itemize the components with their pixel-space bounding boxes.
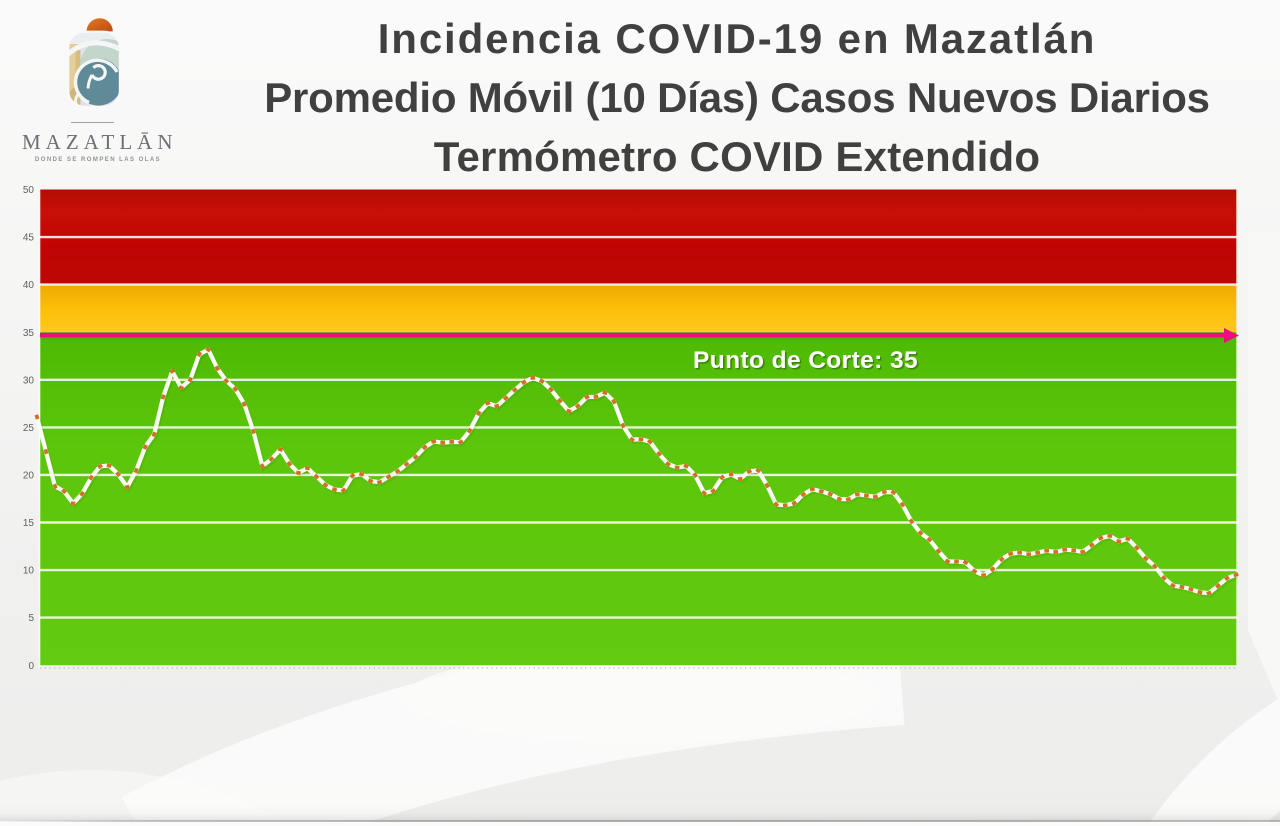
svg-text:15: 15 (23, 518, 35, 529)
svg-text:50: 50 (23, 185, 35, 196)
svg-text:25: 25 (23, 423, 35, 434)
svg-text:10: 10 (23, 566, 35, 577)
svg-text:35: 35 (23, 328, 35, 339)
svg-text:40: 40 (23, 280, 35, 291)
svg-text:Punto de Corte: 35: Punto de Corte: 35 (693, 347, 918, 374)
svg-text:30: 30 (23, 375, 35, 386)
svg-text:5: 5 (28, 613, 34, 624)
svg-text:45: 45 (23, 233, 35, 244)
svg-text:0: 0 (28, 661, 34, 672)
svg-text:20: 20 (23, 471, 35, 482)
svg-text:Punto de Corte: 35: Punto de Corte: 35 (695, 349, 920, 376)
